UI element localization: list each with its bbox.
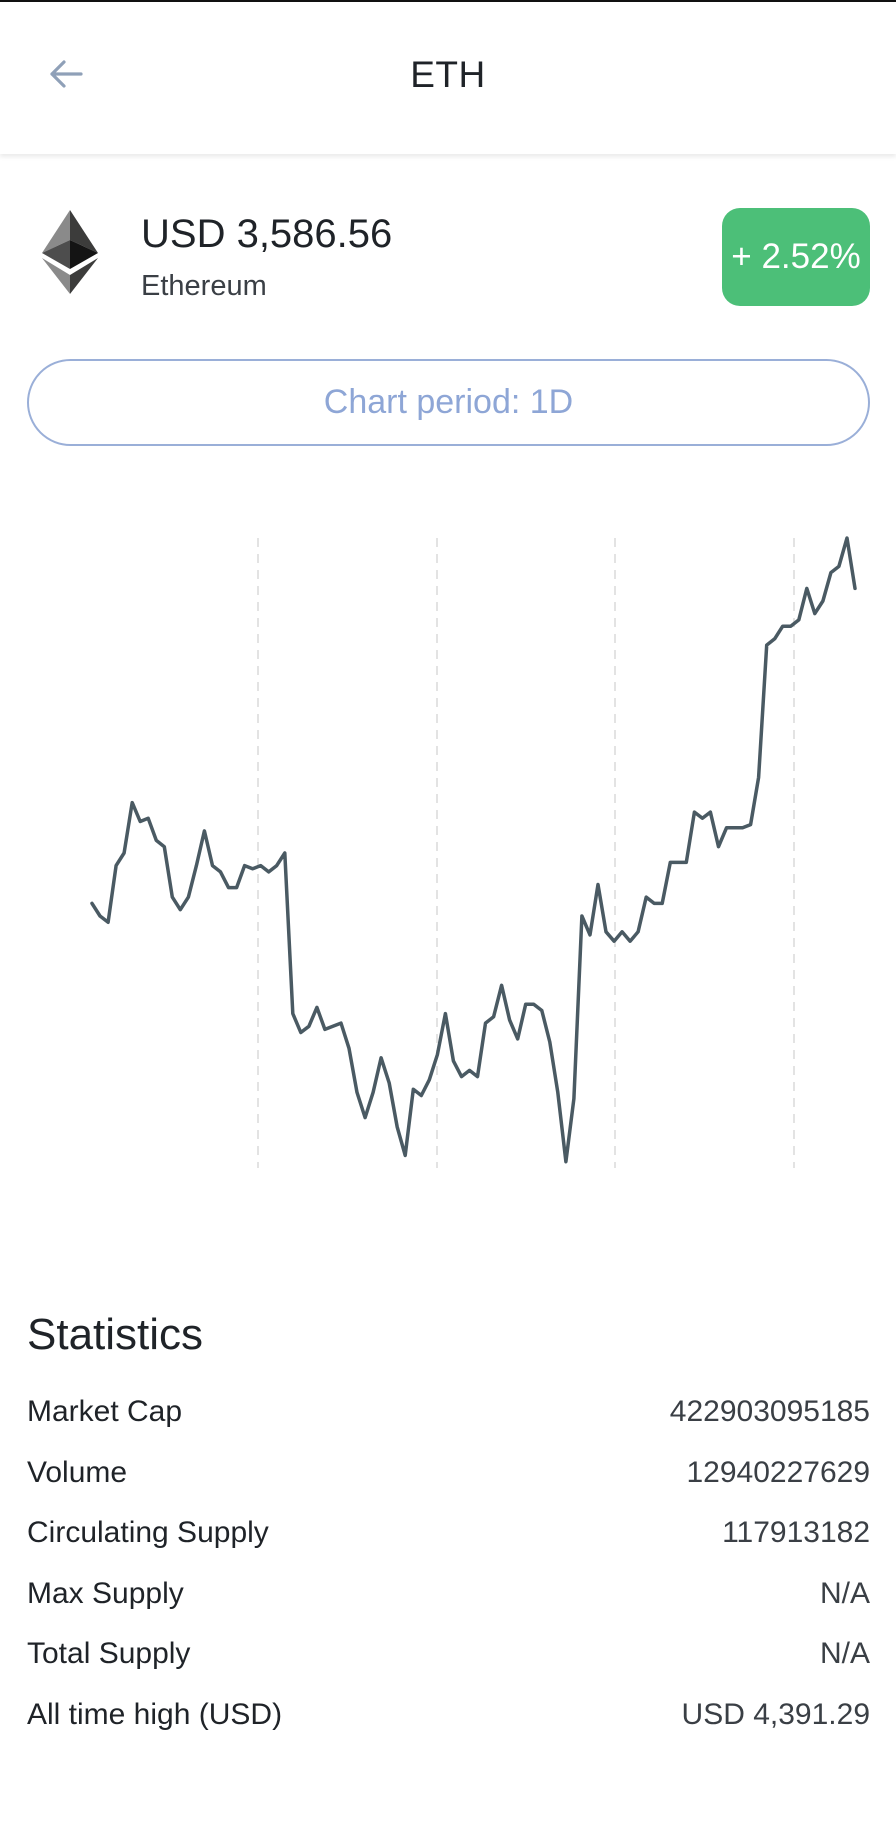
- stat-label: Volume: [27, 1455, 128, 1489]
- stat-row-volume: Volume 12940227629: [27, 1443, 870, 1504]
- stat-value: N/A: [819, 1637, 870, 1671]
- chart-period-button[interactable]: Chart period: 1D: [27, 359, 870, 446]
- coin-price: USD 3,586.56: [141, 212, 393, 256]
- stat-value: 422903095185: [669, 1395, 870, 1429]
- back-button[interactable]: [36, 44, 96, 104]
- stat-value: 117913182: [722, 1516, 870, 1550]
- coin-name: Ethereum: [141, 270, 267, 302]
- price-chart-svg: [90, 536, 857, 1168]
- app-header: ETH: [0, 2, 896, 154]
- price-chart: [0, 520, 896, 1180]
- statistics-list: Market Cap 422903095185 Volume 129402276…: [27, 1382, 870, 1745]
- arrow-left-icon: [50, 60, 83, 88]
- price-change-badge: + 2.52%: [722, 208, 870, 306]
- stat-row-total-supply: Total Supply N/A: [27, 1624, 870, 1685]
- coin-summary: USD 3,586.56 Ethereum + 2.52%: [0, 200, 896, 320]
- stat-value: 12940227629: [686, 1455, 870, 1489]
- stat-value: N/A: [819, 1576, 870, 1610]
- price-line-series: [90, 536, 857, 1164]
- stat-label: All time high (USD): [27, 1697, 283, 1731]
- page-title: ETH: [410, 54, 486, 95]
- stat-label: Market Cap: [27, 1395, 183, 1429]
- stat-value: USD 4,391.29: [681, 1697, 870, 1731]
- statistics-title: Statistics: [27, 1310, 204, 1359]
- stat-row-all-time-high: All time high (USD) USD 4,391.29: [27, 1685, 870, 1746]
- stat-label: Max Supply: [27, 1576, 184, 1610]
- stat-label: Total Supply: [27, 1637, 191, 1671]
- ethereum-logo-icon: [42, 210, 98, 294]
- status-bar-line: [0, 0, 896, 2]
- stat-row-market-cap: Market Cap 422903095185: [27, 1382, 870, 1443]
- stat-row-circulating-supply: Circulating Supply 117913182: [27, 1503, 870, 1564]
- stat-row-max-supply: Max Supply N/A: [27, 1564, 870, 1625]
- stat-label: Circulating Supply: [27, 1516, 269, 1550]
